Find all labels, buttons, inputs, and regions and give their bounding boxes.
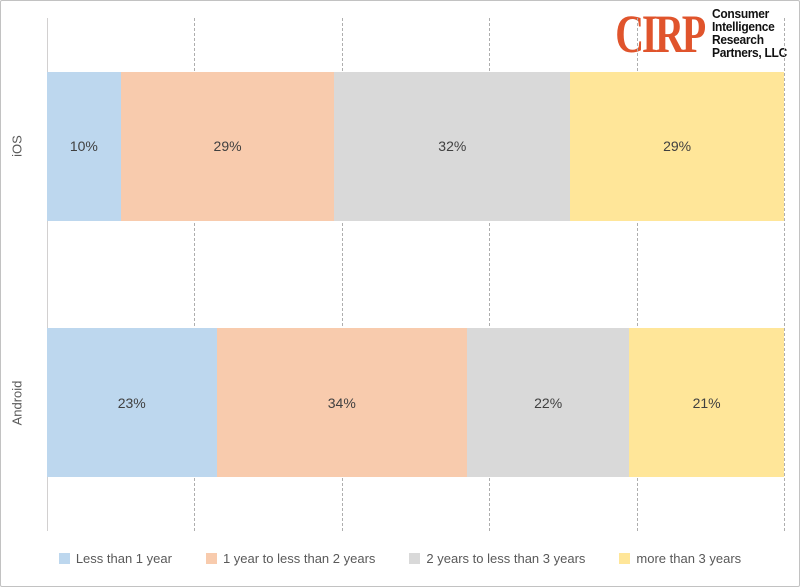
- bar-segment: 23%: [47, 328, 217, 478]
- bar-segment: 21%: [629, 328, 784, 478]
- cirp-org-name: Consumer Intelligence Research Partners,…: [712, 8, 787, 60]
- org-line: Intelligence: [711, 20, 775, 34]
- legend-label: Less than 1 year: [75, 551, 172, 566]
- cirp-logo: CIRP Consumer Intelligence Research Part…: [584, 4, 790, 64]
- bar-segment: 34%: [216, 328, 468, 478]
- gridline-80pct: [636, 18, 638, 531]
- legend-item: Less than 1 year: [58, 551, 172, 566]
- segment-value-label: 22%: [534, 394, 563, 411]
- legend-swatch-icon: [205, 553, 217, 564]
- segment-value-label: 34%: [327, 394, 356, 411]
- bar-segment: 29%: [570, 71, 784, 221]
- gridline-40pct: [341, 18, 343, 531]
- y-axis-line: [47, 18, 48, 531]
- bar-segment: 10%: [47, 71, 121, 221]
- legend-item: 1 year to less than 2 years: [205, 551, 376, 566]
- gridline-100pct: [784, 18, 785, 531]
- plot-area: 10% 29% 32% 29% 23% 34% 22% 21% iOS Android: [10, 18, 785, 531]
- bar-segment: 29%: [120, 71, 335, 221]
- gridline-20pct: [194, 18, 196, 531]
- legend-swatch-icon: [409, 553, 421, 564]
- segment-value-label: 21%: [692, 394, 721, 411]
- bar-row-ios: 10% 29% 32% 29%: [47, 71, 784, 221]
- segment-value-label: 23%: [117, 394, 146, 411]
- legend-item: 2 years to less than 3 years: [409, 551, 585, 566]
- segment-value-label: 29%: [663, 138, 692, 155]
- org-line: Partners, LLC: [711, 46, 787, 60]
- cirp-wordmark: CIRP: [615, 4, 706, 64]
- category-label-android: Android: [9, 380, 25, 426]
- legend-swatch-icon: [619, 553, 631, 564]
- bar-row-android: 23% 34% 22% 21%: [47, 328, 784, 478]
- segment-value-label: 10%: [69, 138, 98, 155]
- legend-label: 2 years to less than 3 years: [426, 551, 586, 566]
- legend-item: more than 3 years: [619, 551, 741, 566]
- segment-value-label: 29%: [213, 138, 242, 155]
- gridline-60pct: [489, 18, 491, 531]
- org-line: Research: [711, 33, 764, 47]
- category-label-ios: iOS: [9, 135, 25, 158]
- bar-segment: 32%: [334, 71, 571, 221]
- segment-value-label: 32%: [438, 138, 467, 155]
- org-line: Consumer: [711, 7, 769, 21]
- legend-swatch-icon: [58, 553, 70, 564]
- legend-label: 1 year to less than 2 years: [222, 551, 376, 566]
- legend-label: more than 3 years: [636, 551, 742, 566]
- bar-segment: 22%: [467, 328, 630, 478]
- legend: Less than 1 year 1 year to less than 2 ye…: [1, 551, 799, 566]
